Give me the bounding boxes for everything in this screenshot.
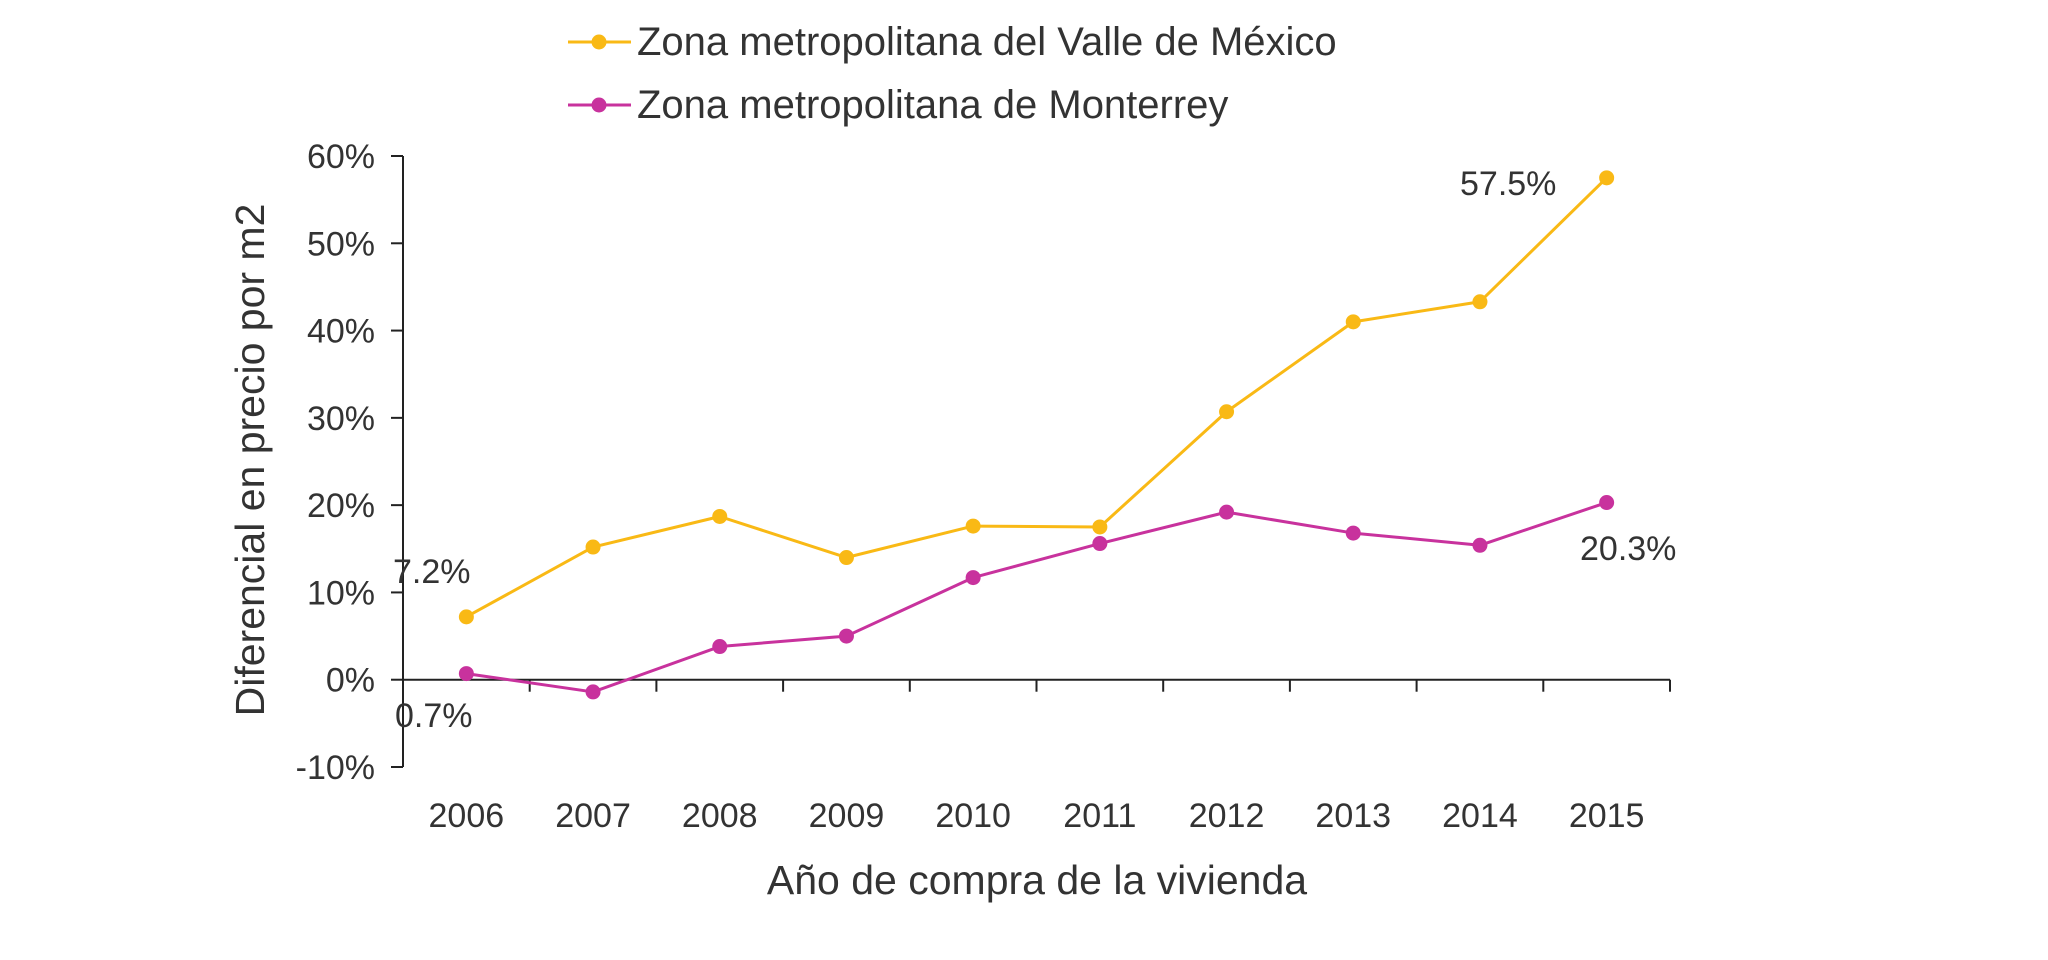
legend-item-monterrey[interactable]: Zona metropolitana de Monterrey	[568, 83, 1228, 127]
y-tick-label: 10%	[307, 574, 375, 612]
data-point[interactable]	[585, 539, 601, 555]
y-ticks: -10% 0% 10% 20% 30% 40% 50% 60%	[296, 138, 403, 787]
x-tick-label: 2009	[809, 797, 885, 835]
x-tick-label: 2011	[1063, 797, 1136, 835]
x-tick-label: 2014	[1442, 797, 1518, 835]
axes: -10%0%10%20%30%40%50%60% 2006 2007 2008 200…	[296, 138, 1671, 835]
y-tick-label: 40%	[307, 313, 375, 351]
y-tick-label: -10%	[296, 749, 375, 787]
data-point[interactable]	[712, 639, 728, 655]
data-point[interactable]	[1599, 495, 1615, 511]
legend-label-monterrey: Zona metropolitana de Monterrey	[637, 83, 1228, 127]
x-tick-label: 2006	[429, 797, 505, 835]
series-line	[466, 501, 1608, 694]
data-point[interactable]	[965, 570, 981, 586]
x-tick-label: 2015	[1569, 797, 1645, 835]
legend: Zona metropolitana del Valle de México Z…	[568, 20, 1337, 127]
legend-item-valle-de-mexico[interactable]: Zona metropolitana del Valle de México	[568, 20, 1337, 64]
data-point[interactable]	[1345, 525, 1361, 541]
legend-label-valle-de-mexico: Zona metropolitana del Valle de México	[637, 20, 1337, 64]
x-axis-title: Año de compra de la vivienda	[767, 857, 1307, 903]
data-point[interactable]	[1219, 504, 1235, 520]
data-point[interactable]	[1092, 519, 1108, 535]
x-ticks: 2006 2007 2008 2009 2010 2011 2012 2013 2014 2015	[429, 679, 1671, 835]
data-point[interactable]	[585, 684, 601, 700]
data-point[interactable]	[1472, 537, 1488, 553]
data-label-valle-2015: 57.5%	[1460, 165, 1556, 203]
data-point[interactable]	[1599, 170, 1615, 186]
data-point[interactable]	[712, 508, 728, 524]
legend-marker-monterrey	[591, 97, 607, 113]
data-point[interactable]	[838, 628, 854, 644]
series-layer	[458, 170, 1615, 700]
y-axis-title: Diferencial en precio por m2	[227, 204, 273, 717]
data-labels: 7.2% 57.5% 0.7% 20.3%	[393, 165, 1676, 735]
series-line	[465, 176, 1608, 619]
x-tick-label: 2008	[682, 797, 758, 835]
x-tick-label: 2012	[1189, 797, 1265, 835]
series-valle-de-mexico	[458, 170, 1615, 625]
data-point[interactable]	[838, 550, 854, 566]
x-tick-label: 2013	[1315, 797, 1391, 835]
y-tick-label: 60%	[307, 138, 375, 176]
data-point[interactable]	[458, 609, 474, 625]
data-point[interactable]	[965, 518, 981, 534]
data-point[interactable]	[458, 666, 474, 682]
x-tick-label: 2007	[555, 797, 631, 835]
data-label-monterrey-2015: 20.3%	[1580, 530, 1676, 568]
legend-marker-valle-de-mexico	[591, 34, 607, 50]
y-tick-label: 20%	[307, 487, 375, 525]
data-point[interactable]	[1345, 314, 1361, 330]
data-point[interactable]	[1092, 536, 1108, 552]
data-label-valle-2006: 7.2%	[393, 553, 471, 591]
data-point[interactable]	[1219, 404, 1235, 420]
x-tick-label: 2010	[935, 797, 1011, 835]
y-tick-label: 0%	[326, 662, 375, 700]
y-tick-label: 30%	[307, 400, 375, 438]
data-label-monterrey-2006: 0.7%	[395, 697, 473, 735]
y-tick-label: 50%	[307, 225, 375, 263]
series-monterrey	[458, 495, 1615, 700]
data-point[interactable]	[1472, 294, 1488, 310]
